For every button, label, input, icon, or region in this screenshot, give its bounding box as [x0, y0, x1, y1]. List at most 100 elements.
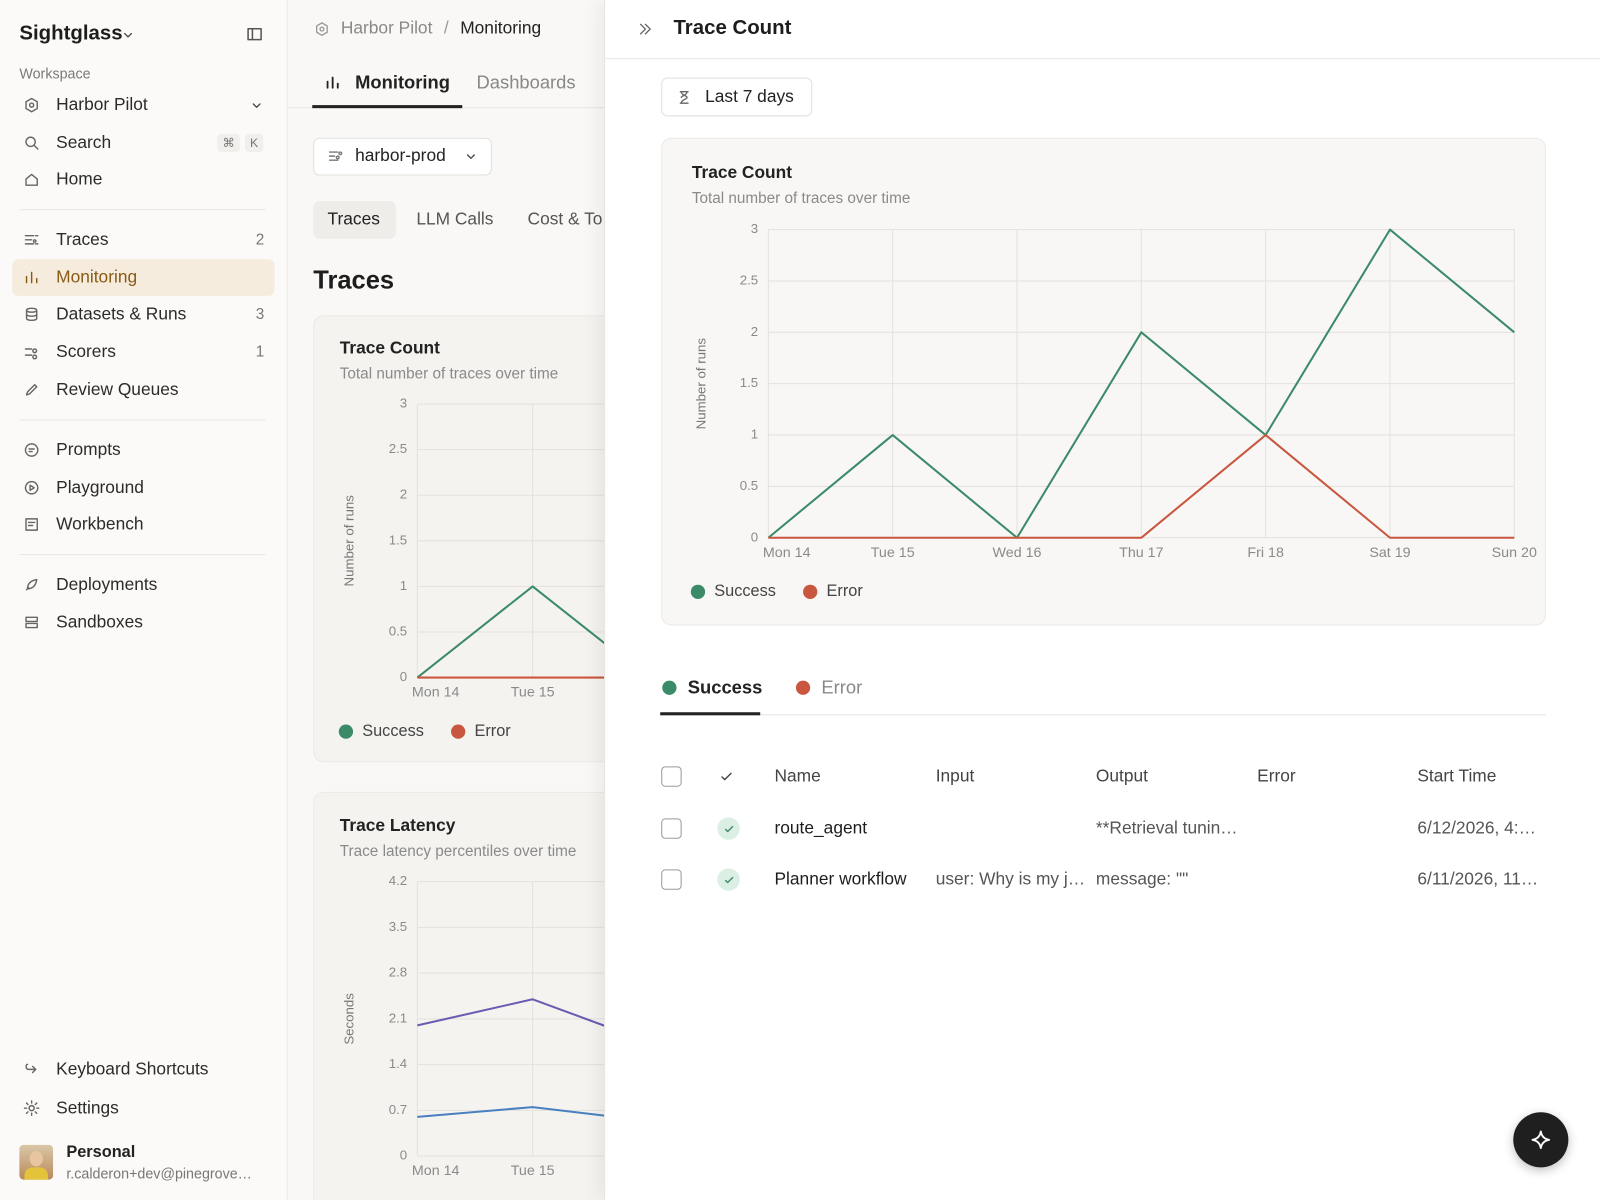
- icon-path: [23, 1099, 40, 1116]
- project-select[interactable]: [313, 137, 492, 176]
- icon: [23, 1099, 40, 1116]
- icon: [24, 348, 38, 360]
- y-tick-label: 0: [400, 1148, 407, 1163]
- icon-path: [1531, 1130, 1551, 1150]
- icon-path: [25, 1063, 37, 1074]
- nav-item[interactable]: Playground: [56, 477, 144, 497]
- tab-dot: [662, 680, 677, 695]
- nav-item[interactable]: Traces: [56, 229, 109, 249]
- tab[interactable]: Success: [687, 677, 763, 698]
- y-tick-label: 2: [400, 487, 407, 502]
- sidebar: Sightglass Workspace Harbor Pilot Search ⌘ K H…: [0, 0, 288, 1200]
- icon-path: [24, 480, 39, 495]
- icon: [639, 23, 651, 35]
- icon-path: [25, 518, 38, 532]
- table-cell[interactable]: Planner workflow: [774, 869, 907, 889]
- footer-item[interactable]: Keyboard Shortcuts: [56, 1059, 209, 1079]
- nav-count: 3: [255, 306, 265, 324]
- x-tick-label: Tue 15: [871, 545, 915, 561]
- range-label: Last 7 days: [705, 86, 794, 107]
- avatar: [19, 1144, 54, 1180]
- nav-item[interactable]: Workbench: [56, 514, 144, 535]
- y-tick-label: 1.5: [389, 532, 407, 547]
- x-tick-label: Mon 14: [412, 1163, 460, 1179]
- brand[interactable]: Sightglass: [19, 21, 123, 45]
- icon-path: [315, 21, 328, 36]
- y-tick-label: 0: [751, 529, 758, 544]
- breadcrumb[interactable]: Harbor Pilot: [340, 18, 433, 38]
- tab[interactable]: Monitoring: [355, 71, 450, 93]
- panel-title: Trace Count: [673, 16, 792, 40]
- nav-item[interactable]: Sandboxes: [56, 612, 143, 632]
- column-header: Name: [774, 766, 821, 786]
- subtab[interactable]: Cost & To: [527, 209, 603, 229]
- chart-title: Trace Latency: [340, 815, 456, 835]
- y-axis-label: Seconds: [342, 993, 357, 1045]
- tab[interactable]: Error: [821, 677, 863, 698]
- icon-path: [25, 173, 38, 186]
- column-header: Input: [935, 766, 975, 786]
- x-tick-label: Tue 15: [511, 685, 555, 701]
- checkbox[interactable]: [661, 766, 682, 787]
- y-tick-label: 1: [400, 578, 407, 593]
- y-axis-label: Number of runs: [342, 495, 357, 587]
- divider: [19, 554, 266, 556]
- subtab[interactable]: LLM Calls: [416, 209, 494, 229]
- checkbox[interactable]: [661, 869, 682, 890]
- nav-item[interactable]: Home: [56, 169, 103, 189]
- chart-subtitle: Total number of traces over time: [340, 366, 559, 383]
- y-axis-label: Number of runs: [694, 338, 709, 430]
- chart-subtitle: Trace latency percentiles over time: [340, 843, 577, 860]
- nav-item[interactable]: Datasets & Runs: [56, 304, 187, 324]
- side-panel: Trace Count Last 7 days Success Error Name In…: [604, 0, 1600, 1200]
- breadcrumb: Monitoring: [460, 18, 542, 38]
- legend-label: Success: [362, 722, 424, 740]
- checkbox[interactable]: [661, 818, 682, 839]
- assistant-button[interactable]: [1513, 1112, 1569, 1168]
- icon-path: [24, 348, 38, 360]
- x-tick-label: Wed 16: [993, 545, 1042, 561]
- icon: [25, 383, 38, 396]
- icon: [724, 876, 733, 883]
- column-header: Error: [1257, 766, 1296, 786]
- subtab[interactable]: Traces: [327, 209, 380, 229]
- divider: [19, 208, 266, 210]
- tab-underline: [312, 105, 463, 108]
- tab-underline: [660, 712, 761, 715]
- chart-card: [313, 791, 605, 1200]
- nav-item[interactable]: Monitoring: [56, 266, 138, 287]
- avatar-face: [29, 1151, 43, 1167]
- icon: [24, 480, 39, 495]
- chart: Trace Count Total number of traces over t…: [690, 162, 1537, 600]
- nav-item[interactable]: Prompts: [56, 439, 121, 459]
- chart-card: [313, 315, 605, 763]
- workspace-label: Workspace: [19, 65, 91, 82]
- y-tick-label: 3: [751, 221, 758, 236]
- icon-path: [328, 151, 343, 161]
- icon-path: [721, 772, 732, 781]
- x-tick-label: Thu 17: [1119, 545, 1163, 561]
- nav-item[interactable]: Scorers: [56, 342, 116, 362]
- icon-path: [679, 90, 689, 104]
- footer-item[interactable]: Settings: [56, 1097, 119, 1117]
- legend-dot: [803, 584, 818, 599]
- table-cell[interactable]: route_agent: [774, 818, 868, 838]
- icon: [252, 102, 261, 108]
- x-tick-label: Sat 19: [1369, 545, 1410, 561]
- icon-path: [24, 234, 39, 245]
- workspace-name[interactable]: Harbor Pilot: [56, 94, 148, 115]
- nav-item[interactable]: Review Queues: [56, 379, 179, 399]
- y-tick-label: 1: [751, 427, 758, 442]
- y-tick-label: 2.5: [389, 441, 407, 456]
- icon-path: [25, 307, 38, 322]
- legend-dot: [690, 584, 706, 599]
- tab[interactable]: Dashboards: [476, 71, 576, 93]
- search[interactable]: Search: [56, 132, 112, 153]
- table-cell: 6/12/2026, 4:…: [1417, 818, 1536, 838]
- y-tick-label: 3: [400, 396, 407, 411]
- legend-dot: [338, 724, 354, 739]
- nav-item[interactable]: Deployments: [56, 574, 158, 595]
- legend-label: Error: [474, 722, 511, 740]
- chart-title: Trace Count: [692, 162, 792, 182]
